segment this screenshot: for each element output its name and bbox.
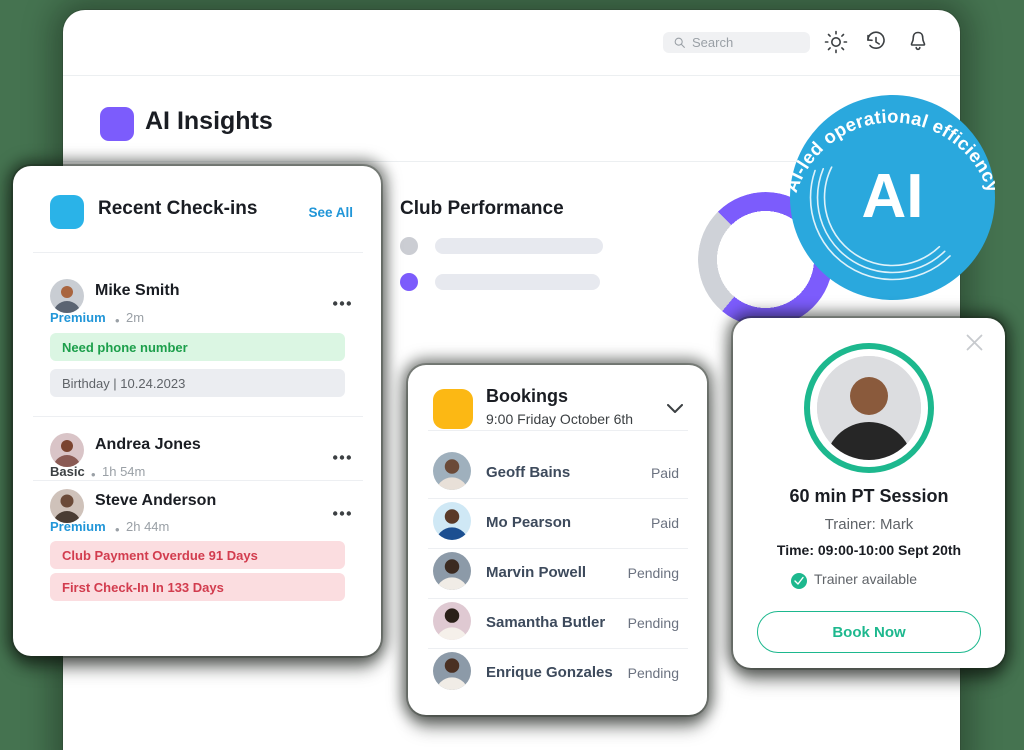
svg-text:AI: AI bbox=[862, 162, 924, 231]
